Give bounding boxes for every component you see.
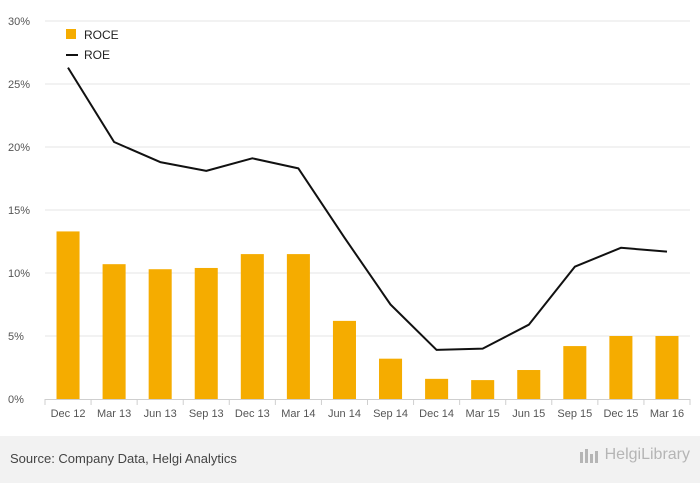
x-tick-label: Dec 15 (603, 408, 638, 420)
roe-series-line[interactable] (67, 67, 668, 351)
x-tick-label: Dec 14 (419, 408, 454, 420)
roce-bar[interactable] (148, 269, 172, 399)
roce-bar[interactable] (102, 264, 126, 399)
x-tick-label: Dec 13 (235, 408, 270, 420)
legend[interactable]: ROCE ROE (66, 28, 119, 62)
y-tick-label: 30% (8, 16, 30, 28)
legend-roce-label: ROCE (84, 28, 119, 42)
x-tick-label: Mar 15 (466, 408, 500, 420)
y-axis: 0% 5% 10% 15% 20% 25% 30% (8, 16, 30, 406)
y-tick-label: 0% (8, 394, 24, 406)
roce-bar[interactable] (609, 336, 633, 399)
x-tick-label: Dec 12 (51, 408, 86, 420)
roce-bar[interactable] (471, 380, 495, 399)
x-axis: Dec 12 Mar 13 Jun 13 Sep 13 Dec 13 Mar 14 Jun … (44, 399, 691, 420)
library-icon (579, 449, 598, 463)
x-tick-label: Jun 13 (144, 408, 177, 420)
brand-logo[interactable]: HelgiLibrary (579, 446, 690, 464)
legend-roe-label: ROE (84, 48, 110, 62)
x-tick-label: Sep 13 (189, 408, 224, 420)
roce-bar[interactable] (332, 320, 356, 399)
roce-bar[interactable] (194, 267, 218, 399)
x-tick-label: Mar 14 (281, 408, 315, 420)
brand-name: HelgiLibrary (604, 446, 690, 463)
source-text: Source: Company Data, Helgi Analytics (10, 451, 237, 466)
roce-bar[interactable] (425, 378, 449, 399)
roe-line (67, 67, 668, 351)
y-tick-label: 20% (8, 142, 30, 154)
roce-bar[interactable] (379, 358, 403, 399)
x-tick-label: Mar 13 (97, 408, 131, 420)
legend-roce-swatch (66, 29, 76, 39)
x-tick-label: Sep 14 (373, 408, 408, 420)
x-tick-label: Mar 16 (650, 408, 684, 420)
chart: 0% 5% 10% 15% 20% 25% 30% Dec 12 Mar 13 Jun 13 Se… (8, 16, 691, 420)
footer: Source: Company Data, Helgi Analytics He… (0, 436, 700, 483)
y-tick-label: 10% (8, 268, 30, 280)
grid-lines (45, 20, 690, 337)
x-tick-label: Jun 14 (328, 408, 361, 420)
x-tick-label: Sep 15 (557, 408, 592, 420)
roce-bar[interactable] (56, 231, 80, 399)
roce-bar[interactable] (655, 336, 679, 399)
y-tick-label: 5% (8, 331, 24, 343)
y-tick-label: 25% (8, 79, 30, 91)
roce-bar[interactable] (240, 254, 264, 399)
x-tick-label: Jun 15 (512, 408, 545, 420)
y-tick-label: 15% (8, 205, 30, 217)
roce-bar[interactable] (563, 346, 587, 399)
roce-bar[interactable] (517, 370, 541, 399)
roce-bar[interactable] (286, 254, 310, 399)
roce-bars (56, 231, 679, 399)
